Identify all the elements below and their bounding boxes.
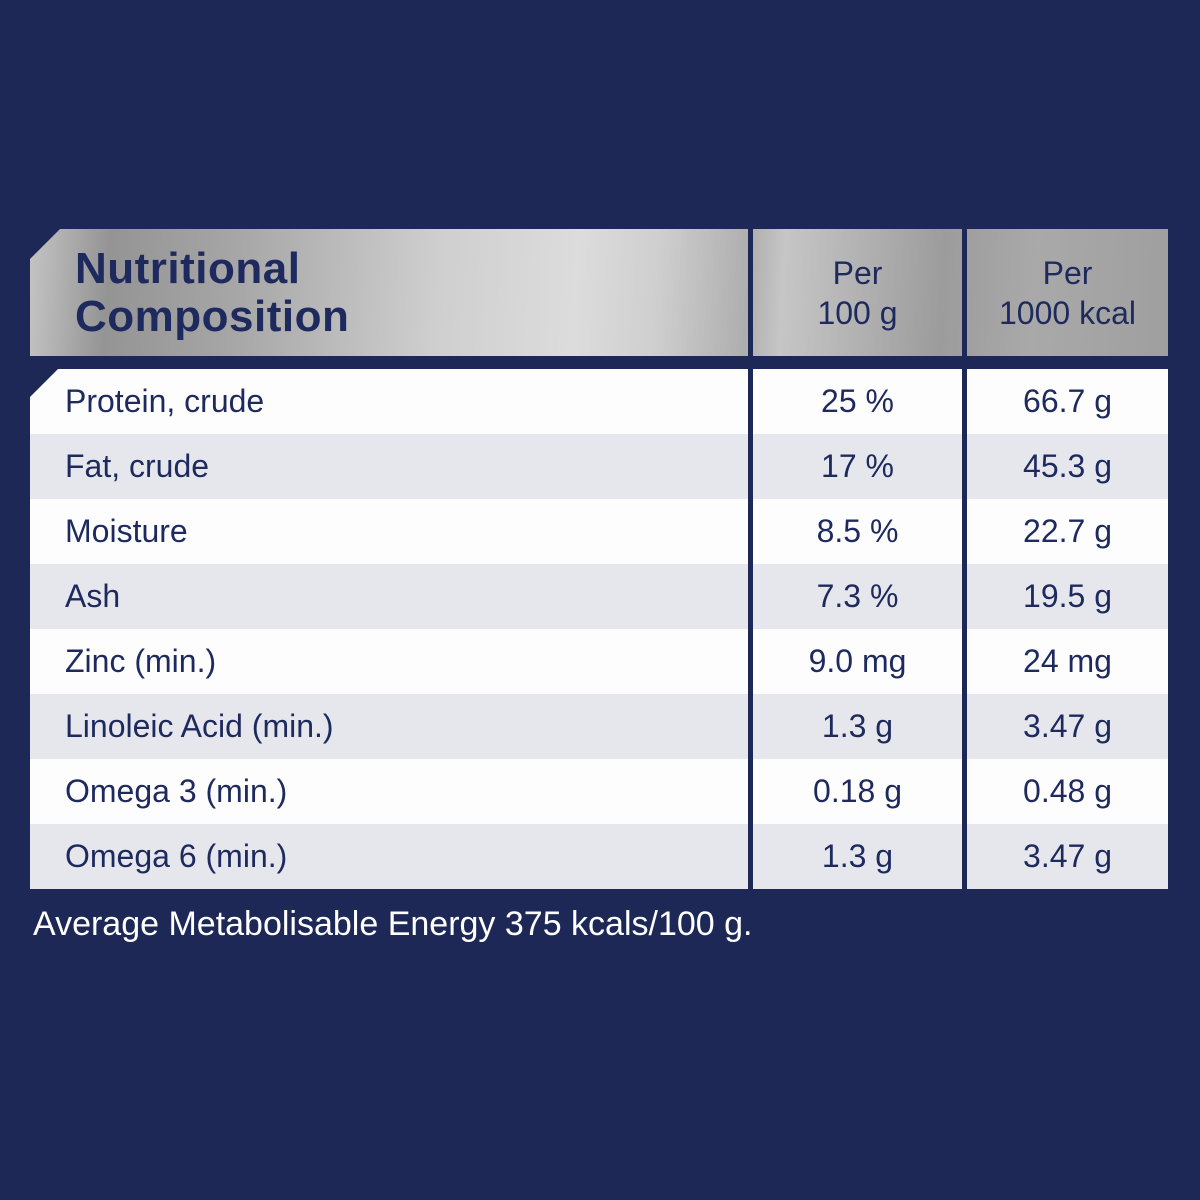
table-title: Nutritional Composition: [75, 243, 350, 341]
table-row-moisture: Moisture 8.5 % 22.7 g: [30, 499, 1168, 564]
row-label: Zinc (min.): [65, 643, 217, 679]
column-header-per-100g-line2: 100 g: [817, 294, 898, 331]
row-value-per-1000kcal: 3.47 g: [962, 694, 1168, 759]
row-value-per-100g: 0.18 g: [748, 759, 962, 824]
row-label: Omega 3 (min.): [65, 773, 288, 809]
row-value-per-100g: 9.0 mg: [748, 629, 962, 694]
row-value-per-1000kcal: 3.47 g: [962, 824, 1168, 889]
table-row-zinc: Zinc (min.) 9.0 mg 24 mg: [30, 629, 1168, 694]
nutrition-table: Nutritional Composition Per 100 g Per 10…: [30, 229, 1168, 945]
table-row-omega-6: Omega 6 (min.) 1.3 g 3.47 g: [30, 824, 1168, 889]
row-value-per-1000kcal: 22.7 g: [962, 499, 1168, 564]
table-row-omega-3: Omega 3 (min.) 0.18 g 0.48 g: [30, 759, 1168, 824]
row-value-per-1000kcal: 19.5 g: [962, 564, 1168, 629]
row-value-per-100g: 7.3 %: [748, 564, 962, 629]
nutrition-table-header: Nutritional Composition Per 100 g Per 10…: [30, 229, 1168, 356]
table-row-fat: Fat, crude 17 % 45.3 g: [30, 434, 1168, 499]
table-row-protein: Protein, crude 25 % 66.7 g: [30, 369, 1168, 434]
row-value-per-100g: 8.5 %: [748, 499, 962, 564]
column-header-per-1000kcal: Per 1000 kcal: [962, 229, 1168, 356]
table-row-linoleic-acid: Linoleic Acid (min.) 1.3 g 3.47 g: [30, 694, 1168, 759]
row-value-per-1000kcal: 66.7 g: [962, 369, 1168, 434]
table-title-line2: Composition: [75, 291, 350, 341]
row-label: Fat, crude: [65, 448, 210, 484]
row-label: Ash: [65, 578, 121, 614]
table-title-cell: Nutritional Composition: [30, 229, 748, 356]
row-value-per-100g: 25 %: [748, 369, 962, 434]
column-header-per-1000kcal-line1: Per: [1042, 254, 1093, 291]
row-value-per-100g: 1.3 g: [748, 694, 962, 759]
row-value-per-1000kcal: 24 mg: [962, 629, 1168, 694]
row-label: Linoleic Acid (min.): [65, 708, 334, 744]
column-header-per-100g-line1: Per: [832, 254, 883, 291]
row-value-per-100g: 17 %: [748, 434, 962, 499]
row-label: Protein, crude: [65, 383, 265, 419]
nutrition-table-body: Protein, crude 25 % 66.7 g Fat, crude 17…: [30, 369, 1168, 889]
row-value-per-1000kcal: 0.48 g: [962, 759, 1168, 824]
row-value-per-100g: 1.3 g: [748, 824, 962, 889]
row-label: Omega 6 (min.): [65, 838, 288, 874]
column-header-per-100g: Per 100 g: [748, 229, 962, 356]
metabolisable-energy-note: Average Metabolisable Energy 375 kcals/1…: [33, 905, 753, 943]
row-value-per-1000kcal: 45.3 g: [962, 434, 1168, 499]
column-header-per-1000kcal-line2: 1000 kcal: [999, 294, 1136, 331]
row-label: Moisture: [65, 513, 188, 549]
table-title-line1: Nutritional: [75, 243, 301, 293]
table-row-ash: Ash 7.3 % 19.5 g: [30, 564, 1168, 629]
